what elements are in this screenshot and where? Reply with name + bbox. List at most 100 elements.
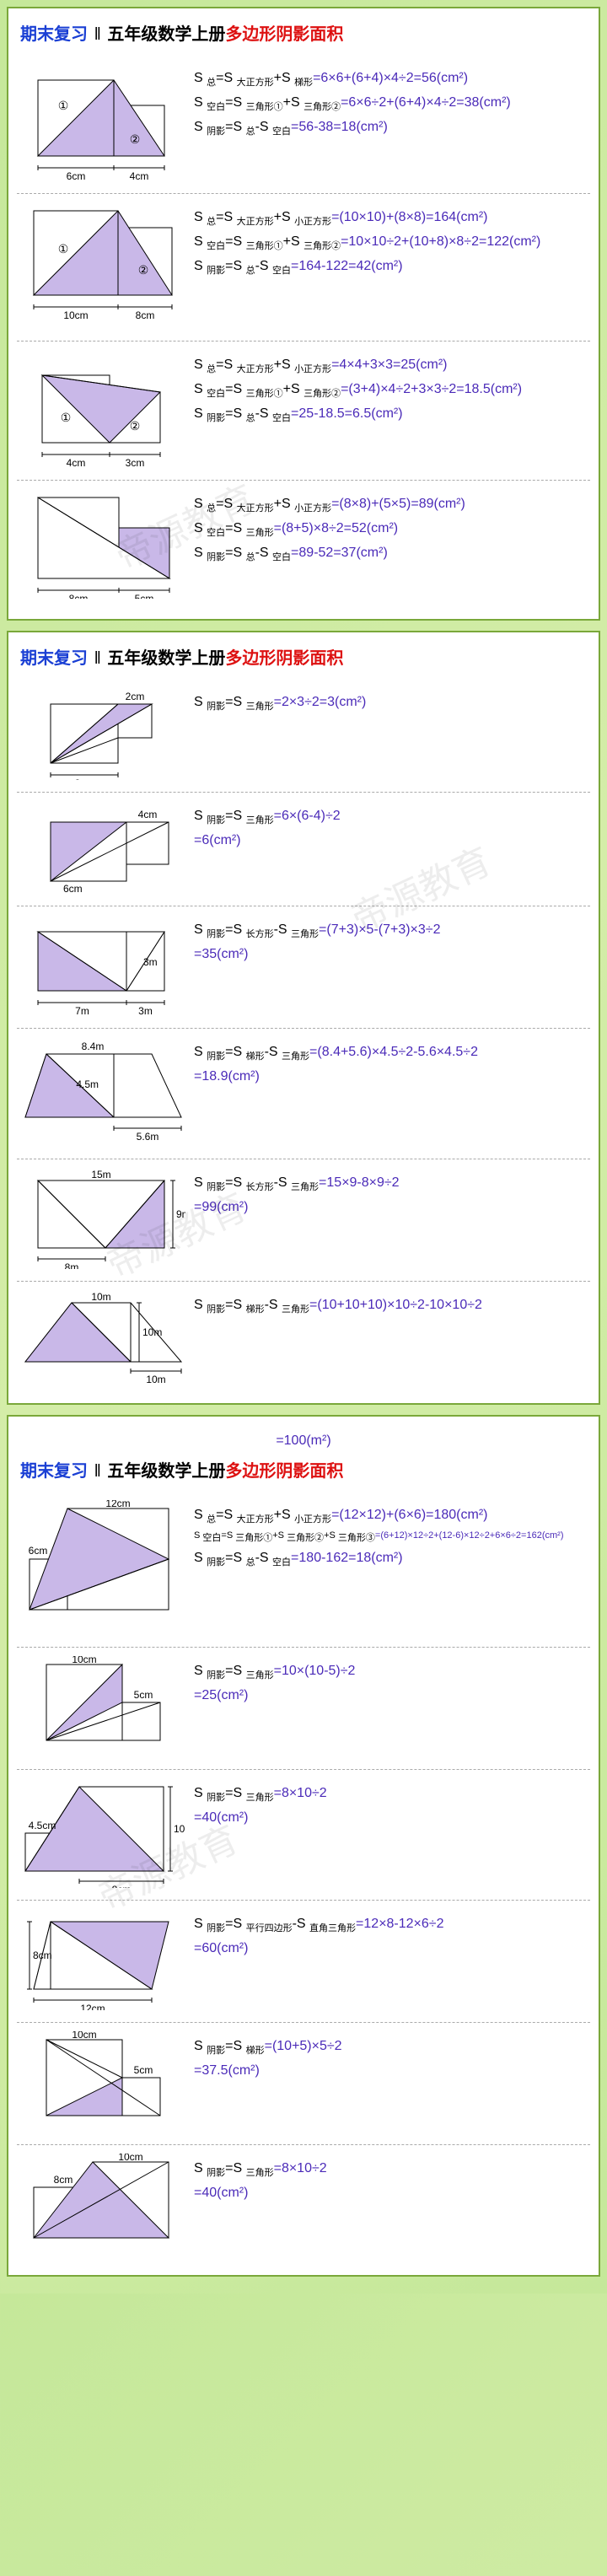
figure: 10cm5cm: [17, 1656, 185, 1757]
page-title: 期末复习 ‖ 五年级数学上册多边形阴影面积: [17, 1457, 590, 1482]
equations: S 阴影=S 三角形=6×(6-4)÷2 =6(cm²): [194, 801, 590, 852]
problem-row: 8cm 10cm S 阴影=S 三角形=8×10÷2 =40(cm²): [17, 2145, 590, 2267]
equation-line: =40(cm²): [194, 2181, 590, 2204]
equation-line: S 阴影=S 总-S 空白=56-38=18(cm²): [194, 116, 590, 140]
figure: 10cm5cm: [17, 2031, 185, 2132]
page: 期末复习 ‖ 五年级数学上册多边形阴影面积 帝源教育帝源教育2cm 3cmS 阴…: [7, 631, 600, 1405]
equations: S 总=S 大正方形+S 小正方形=(10×10)+(8×8)=164(cm²)…: [194, 202, 590, 279]
problem-row: ①② 10cm 8cmS 总=S 大正方形+S 小正方形=(10×10)+(8×…: [17, 194, 590, 341]
equation-line: S 空白=S 三角形①+S 三角形②+S 三角形③=(6+12)×12÷2+(1…: [194, 1528, 590, 1546]
equations: S 阴影=S 梯形-S 三角形=(10+10+10)×10÷2-10×10÷2: [194, 1290, 590, 1318]
equation-line: S 阴影=S 总-S 空白=180-162=18(cm²): [194, 1546, 590, 1571]
svg-text:5cm: 5cm: [135, 593, 154, 599]
svg-text:12cm: 12cm: [80, 2003, 105, 2010]
figure: 10m 10m 10m: [17, 1290, 185, 1383]
svg-text:8cm: 8cm: [33, 1949, 52, 1961]
equation-line: =35(cm²): [194, 943, 590, 965]
figure: 12cm6cm: [17, 1500, 185, 1635]
problem-row: 4cm6cmS 阴影=S 三角形=6×(6-4)÷2 =6(cm²): [17, 793, 590, 906]
equation-line: S 总=S 大正方形+S 梯形=6×6+(6+4)×4÷2=56(cm²): [194, 67, 590, 91]
equation-line: S 阴影=S 长方形-S 三角形=15×9-8×9÷2: [194, 1171, 590, 1196]
svg-text:6cm: 6cm: [63, 883, 83, 894]
equation-line: S 阴影=S 三角形=8×10÷2: [194, 2157, 590, 2181]
figure: 3m 7m 3m: [17, 915, 185, 1016]
svg-text:8cm: 8cm: [69, 593, 89, 599]
svg-text:8cm: 8cm: [112, 1884, 132, 1888]
svg-text:4.5cm: 4.5cm: [29, 1820, 56, 1831]
problem-row: 2cm 3cmS 阴影=S 三角形=2×3÷2=3(cm²): [17, 679, 590, 793]
svg-text:15m: 15m: [91, 1169, 110, 1180]
equations: S 阴影=S 梯形-S 三角形=(8.4+5.6)×4.5÷2-5.6×4.5÷…: [194, 1037, 590, 1088]
svg-text:8cm: 8cm: [54, 2174, 73, 2186]
equations: S 阴影=S 长方形-S 三角形=15×9-8×9÷2 =99(cm²): [194, 1168, 590, 1218]
svg-text:10cm: 10cm: [72, 1656, 96, 1665]
equations: S 总=S 大正方形+S 小正方形=(12×12)+(6×6)=180(cm²)…: [194, 1500, 590, 1571]
equations: S 总=S 大正方形+S 梯形=6×6+(6+4)×4÷2=56(cm²)S 空…: [194, 63, 590, 140]
equation-line: S 总=S 大正方形+S 小正方形=(12×12)+(6×6)=180(cm²): [194, 1503, 590, 1528]
svg-text:4cm: 4cm: [130, 170, 149, 181]
figure: 15m 9m 8m: [17, 1168, 185, 1269]
figure: ①② 4cm 3cm: [17, 350, 185, 468]
svg-text:2cm: 2cm: [126, 691, 145, 702]
equation-line: S 空白=S 三角形①+S 三角形②=6×6÷2+(6+4)×4÷2=38(cm…: [194, 91, 590, 116]
figure: 8cm 10cm: [17, 2154, 185, 2255]
equation-line: S 空白=S 三角形①+S 三角形②=10×10÷2+(10+8)×8÷2=12…: [194, 230, 590, 255]
svg-text:8m: 8m: [65, 1261, 79, 1269]
equations: S 阴影=S 长方形-S 三角形=(7+3)×5-(7+3)×3÷2 =35(c…: [194, 915, 590, 965]
svg-text:10cm: 10cm: [63, 309, 88, 321]
equation-line: S 总=S 大正方形+S 小正方形=(10×10)+(8×8)=164(cm²): [194, 206, 590, 230]
svg-text:①: ①: [58, 99, 69, 112]
svg-text:4cm: 4cm: [67, 457, 86, 468]
figure: ①② 10cm 8cm: [17, 202, 185, 329]
svg-text:3cm: 3cm: [126, 457, 145, 468]
svg-text:9m: 9m: [176, 1208, 185, 1220]
svg-text:10cm: 10cm: [118, 2154, 142, 2163]
equation-line: S 阴影=S 梯形=(10+5)×5÷2: [194, 2035, 590, 2059]
equations: S 阴影=S 平行四边形-S 直角三角形=12×8-12×6÷2 =60(cm²…: [194, 1909, 590, 1960]
svg-text:10m: 10m: [146, 1374, 165, 1383]
problem-row: ①② 4cm 3cm S 总=S 大正方形+S 小正方形=4×4+3×3=25(c…: [17, 341, 590, 481]
svg-text:①: ①: [61, 411, 72, 424]
svg-text:②: ②: [130, 132, 141, 146]
equation-line: S 阴影=S 平行四边形-S 直角三角形=12×8-12×6÷2: [194, 1912, 590, 1937]
equation-line: =40(cm²): [194, 1806, 590, 1829]
equations: S 阴影=S 三角形=2×3÷2=3(cm²): [194, 687, 590, 715]
svg-text:8.4m: 8.4m: [82, 1041, 105, 1052]
problem-row: 8.4m 4.5m 5.6m S 阴影=S 梯形-S 三角形=(8.4+5.6)×4…: [17, 1029, 590, 1159]
equations: S 阴影=S 三角形=8×10÷2 =40(cm²): [194, 1778, 590, 1829]
svg-text:6cm: 6cm: [67, 170, 86, 181]
problem-row: 3m 7m 3mS 阴影=S 长方形-S 三角形=(7+3)×5-(7+3)×3…: [17, 906, 590, 1029]
continuation-eq: =100(m²): [17, 1428, 590, 1457]
equations: S 总=S 大正方形+S 小正方形=(8×8)+(5×5)=89(cm²)S 空…: [194, 489, 590, 566]
page-title: 期末复习 ‖ 五年级数学上册多边形阴影面积: [17, 20, 590, 45]
page: =100(m²) 期末复习 ‖ 五年级数学上册多边形阴影面积 帝源教育12cm6…: [7, 1415, 600, 2277]
svg-text:3m: 3m: [138, 1005, 153, 1016]
figure: 8cm 12cm: [17, 1909, 185, 2010]
equation-line: S 阴影=S 梯形-S 三角形=(8.4+5.6)×4.5÷2-5.6×4.5÷…: [194, 1041, 590, 1065]
svg-text:5.6m: 5.6m: [137, 1131, 159, 1143]
svg-text:3m: 3m: [143, 956, 158, 968]
problem-row: 8cm 5cm S 总=S 大正方形+S 小正方形=(8×8)+(5×5)=89(…: [17, 481, 590, 610]
equation-line: =25(cm²): [194, 1684, 590, 1707]
svg-text:7m: 7m: [75, 1005, 89, 1016]
equations: S 阴影=S 梯形=(10+5)×5÷2 =37.5(cm²): [194, 2031, 590, 2082]
root: 期末复习 ‖ 五年级数学上册多边形阴影面积 帝源教育帝源教育①② 6cm 4cm…: [7, 7, 600, 2277]
figure: 8.4m 4.5m 5.6m: [17, 1037, 185, 1147]
equations: S 阴影=S 三角形=10×(10-5)÷2 =25(cm²): [194, 1656, 590, 1707]
svg-text:4.5m: 4.5m: [76, 1078, 99, 1090]
problem-row: 12cm6cmS 总=S 大正方形+S 小正方形=(12×12)+(6×6)=1…: [17, 1492, 590, 1648]
svg-text:②: ②: [138, 263, 149, 277]
problem-row: 8cm 12cmS 阴影=S 平行四边形-S 直角三角形=12×8-12×6÷2…: [17, 1901, 590, 2023]
equations: S 阴影=S 三角形=8×10÷2 =40(cm²): [194, 2154, 590, 2204]
equation-line: =37.5(cm²): [194, 2059, 590, 2082]
page-title: 期末复习 ‖ 五年级数学上册多边形阴影面积: [17, 644, 590, 669]
equation-line: =60(cm²): [194, 1937, 590, 1960]
svg-text:8cm: 8cm: [136, 309, 155, 321]
equation-line: S 阴影=S 长方形-S 三角形=(7+3)×5-(7+3)×3÷2: [194, 918, 590, 943]
page: 期末复习 ‖ 五年级数学上册多边形阴影面积 帝源教育帝源教育①② 6cm 4cm…: [7, 7, 600, 621]
svg-text:10m: 10m: [91, 1291, 110, 1303]
equation-line: S 阴影=S 总-S 空白=25-18.5=6.5(cm²): [194, 402, 590, 427]
svg-text:10cm: 10cm: [72, 2031, 96, 2041]
equation-line: S 总=S 大正方形+S 小正方形=4×4+3×3=25(cm²): [194, 353, 590, 378]
svg-text:10m: 10m: [142, 1326, 162, 1338]
